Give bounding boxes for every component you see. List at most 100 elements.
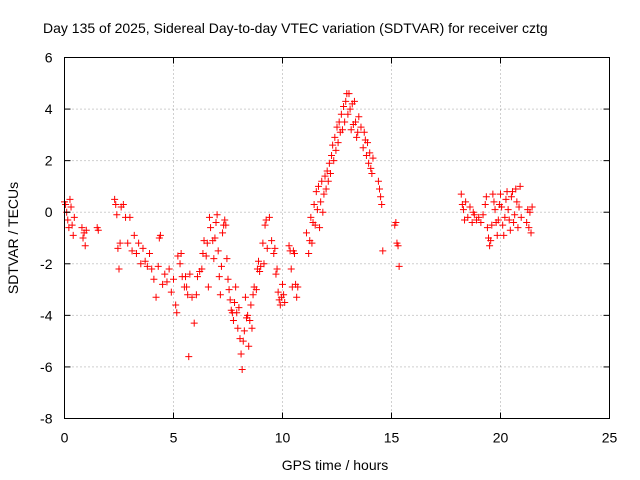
data-point bbox=[482, 193, 490, 201]
data-point bbox=[256, 268, 264, 276]
data-point bbox=[369, 154, 377, 162]
data-point bbox=[497, 190, 504, 198]
data-point bbox=[203, 239, 211, 247]
data-point bbox=[112, 200, 120, 208]
data-point bbox=[392, 219, 400, 227]
data-point bbox=[293, 293, 301, 301]
data-point bbox=[255, 257, 263, 265]
data-point bbox=[466, 203, 474, 211]
data-point bbox=[464, 213, 472, 221]
data-point bbox=[523, 219, 531, 227]
data-point bbox=[330, 157, 338, 165]
data-point bbox=[119, 200, 127, 208]
data-point bbox=[338, 126, 346, 134]
data-point bbox=[273, 265, 281, 273]
data-point bbox=[377, 193, 385, 201]
data-point bbox=[332, 146, 340, 154]
data-point bbox=[516, 182, 524, 190]
data-point bbox=[360, 128, 368, 136]
data-point bbox=[173, 309, 181, 317]
data-point bbox=[321, 172, 329, 180]
y-tick-label: -6 bbox=[40, 359, 53, 375]
data-point bbox=[161, 270, 169, 278]
data-point bbox=[190, 319, 198, 327]
data-point bbox=[357, 123, 365, 131]
grid-layer bbox=[64, 57, 610, 419]
data-point bbox=[322, 185, 330, 193]
data-point bbox=[241, 293, 249, 301]
data-point bbox=[505, 216, 513, 224]
data-point bbox=[498, 203, 506, 211]
data-point bbox=[233, 309, 241, 317]
data-point bbox=[347, 126, 355, 134]
data-point bbox=[210, 255, 218, 263]
data-point bbox=[311, 221, 319, 229]
data-points-layer bbox=[61, 90, 536, 374]
x-tick-label: 5 bbox=[170, 430, 178, 446]
data-point bbox=[159, 280, 167, 288]
data-point bbox=[124, 239, 132, 247]
y-tick-label: 6 bbox=[45, 50, 53, 66]
data-point bbox=[515, 203, 523, 211]
data-point bbox=[165, 265, 173, 273]
data-point bbox=[116, 239, 124, 247]
data-point bbox=[350, 97, 358, 105]
data-point bbox=[67, 203, 75, 211]
data-point bbox=[271, 244, 279, 252]
data-point bbox=[354, 128, 362, 136]
data-point bbox=[318, 177, 326, 185]
data-point bbox=[221, 216, 229, 224]
data-point bbox=[216, 291, 224, 299]
data-point bbox=[489, 190, 497, 198]
x-tick-label: 20 bbox=[493, 430, 509, 446]
data-point bbox=[78, 224, 86, 232]
data-point bbox=[222, 221, 230, 229]
data-point bbox=[115, 265, 123, 273]
data-point bbox=[276, 301, 284, 309]
data-point bbox=[345, 90, 353, 98]
data-point bbox=[141, 257, 149, 265]
data-point bbox=[163, 278, 171, 286]
data-point bbox=[487, 237, 495, 245]
data-point bbox=[64, 216, 72, 224]
data-point bbox=[94, 226, 102, 234]
data-point bbox=[193, 273, 201, 281]
data-point bbox=[459, 206, 467, 214]
data-point bbox=[217, 262, 225, 270]
data-point bbox=[135, 239, 143, 247]
data-point bbox=[475, 213, 483, 221]
data-point bbox=[263, 244, 271, 252]
data-point bbox=[494, 216, 502, 224]
data-point bbox=[483, 224, 491, 232]
data-point bbox=[128, 247, 136, 255]
data-point bbox=[184, 291, 192, 299]
data-point bbox=[526, 208, 534, 216]
data-point bbox=[150, 275, 158, 283]
data-point bbox=[245, 342, 253, 350]
data-point bbox=[477, 219, 485, 227]
data-point bbox=[281, 298, 289, 306]
y-tick-label: -4 bbox=[40, 307, 53, 323]
data-point bbox=[185, 353, 193, 361]
data-point bbox=[132, 249, 140, 257]
data-point bbox=[234, 324, 242, 332]
data-point bbox=[376, 185, 384, 193]
data-point bbox=[81, 242, 89, 250]
data-point bbox=[172, 301, 180, 309]
data-point bbox=[226, 296, 234, 304]
data-point bbox=[224, 275, 232, 283]
data-point bbox=[341, 118, 349, 126]
data-point bbox=[337, 110, 345, 118]
data-point bbox=[82, 226, 90, 234]
data-point bbox=[481, 200, 489, 208]
data-point bbox=[146, 249, 154, 257]
data-point bbox=[202, 252, 210, 260]
data-point bbox=[211, 234, 219, 242]
data-point bbox=[326, 170, 334, 178]
data-point bbox=[462, 198, 470, 206]
data-point bbox=[232, 283, 240, 291]
data-point bbox=[62, 200, 70, 208]
data-point bbox=[320, 190, 328, 198]
data-point bbox=[70, 213, 78, 221]
